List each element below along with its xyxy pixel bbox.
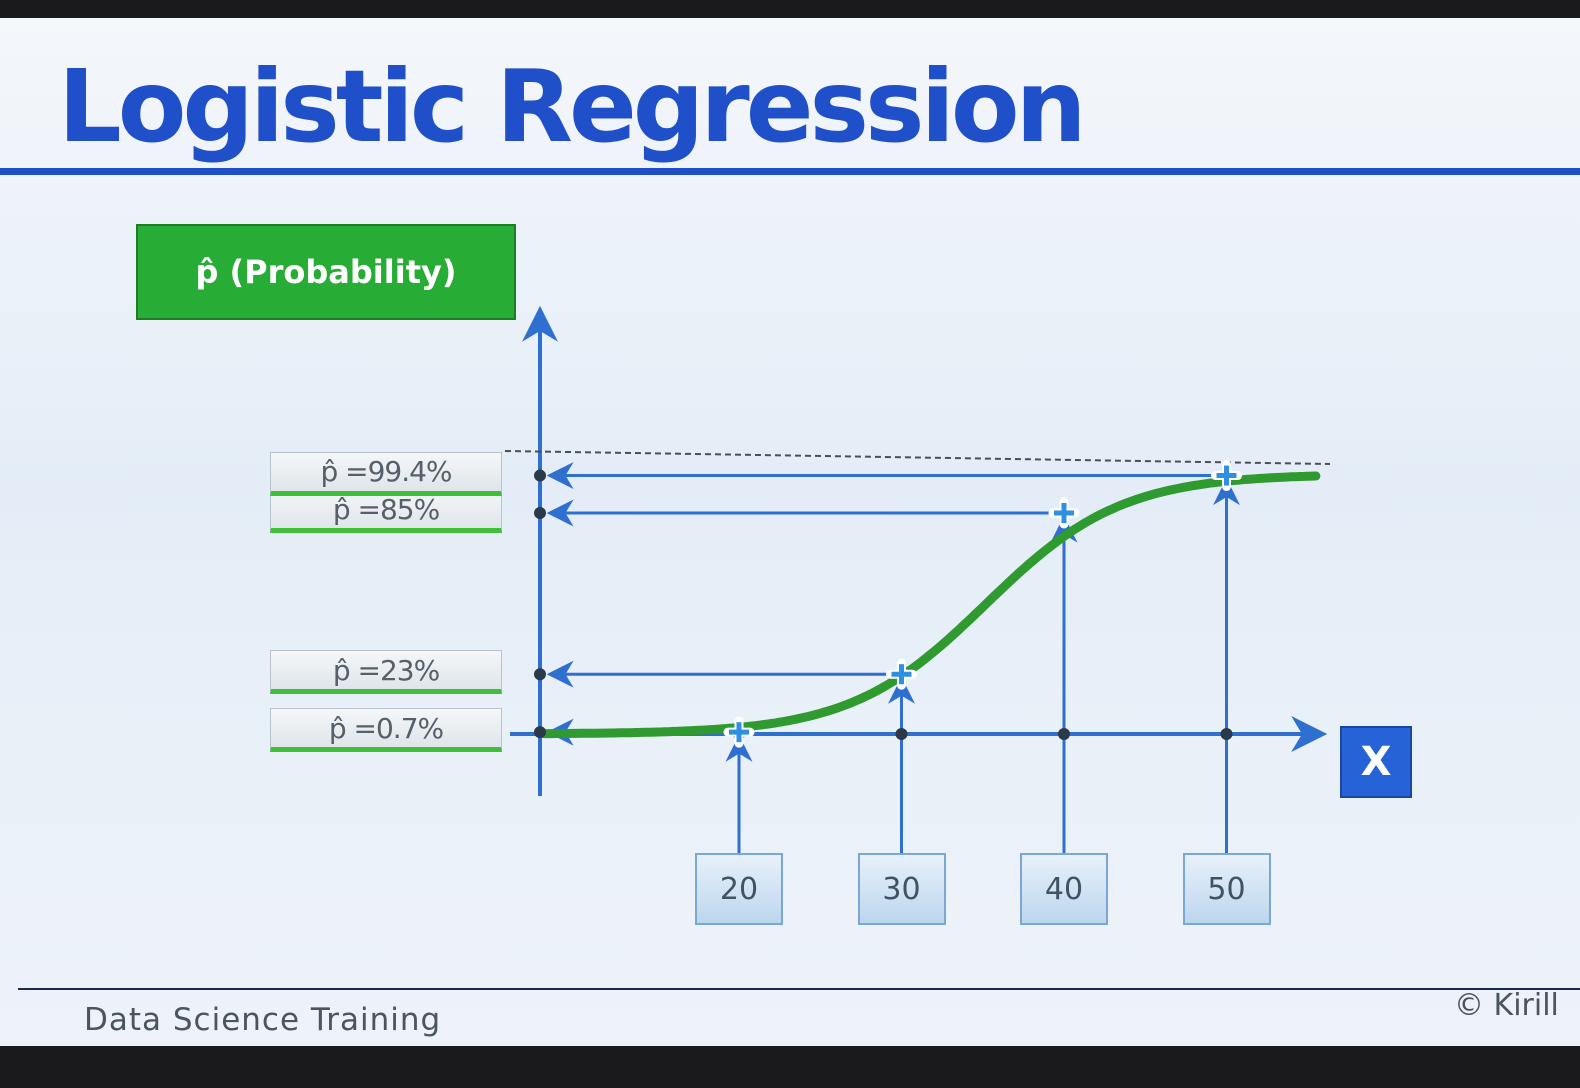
asymptote-dashed-line [504,450,1331,465]
footer-text: Data Science Training [84,1002,442,1038]
probability-label-20: p̂ =0.7% [270,708,502,753]
probability-label-40: p̂ =85% [270,489,502,533]
curve-point-50 [1211,460,1242,492]
y-axis-dot-40 [534,507,546,519]
y-axis-dot-20 [534,726,546,739]
y-axis-label-box: p̂ (Probability) [136,224,516,320]
probability-label-30: p̂ =23% [270,650,502,695]
title-underline [0,168,1580,175]
curve-point-40 [1048,497,1080,529]
footer-divider [18,988,1580,990]
x-axis-dot-40 [1058,728,1070,740]
y-axis-dot-50 [534,469,546,482]
sigmoid-curve [539,471,1321,739]
curve-point-20 [723,716,755,748]
slide: Logistic Regression p̂ (Probability) X D… [0,18,1580,1046]
x-value-box-40: 40 [1020,853,1108,925]
slide-title: Logistic Regression [58,48,1087,165]
x-value-box-30: 30 [857,853,946,925]
x-axis-label: X [1340,726,1412,798]
y-axis-label: p̂ (Probability) [195,253,457,291]
y-axis-dot-30 [534,668,546,681]
probability-label-50: p̂ =99.4% [270,451,502,496]
x-value-box-20: 20 [695,853,783,925]
curve-point-30 [886,658,917,690]
x-value-box-50: 50 [1182,853,1271,925]
x-axis-dot-30 [895,728,908,740]
x-axis-dot-50 [1220,728,1233,740]
copyright: © Kirill [1454,988,1559,1023]
chart [0,168,1580,853]
